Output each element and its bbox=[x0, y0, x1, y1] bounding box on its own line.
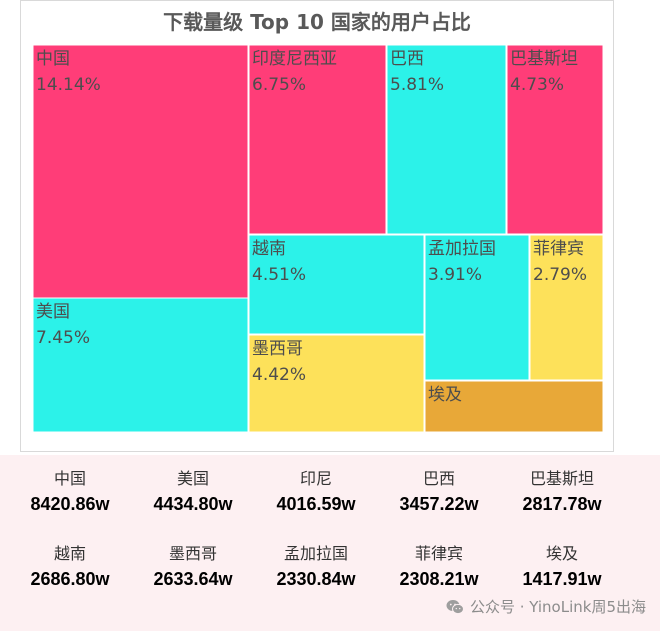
treemap-label: 印度尼西亚 bbox=[252, 49, 337, 69]
treemap-label: 孟加拉国 bbox=[428, 239, 496, 259]
stat-download-value: 8420.86w bbox=[30, 494, 110, 514]
stat-download-value: 2633.64w bbox=[153, 569, 233, 589]
stat-country-name: 越南 bbox=[53, 544, 86, 563]
stat-download-value: 1417.91w bbox=[522, 569, 602, 589]
stat-country-name: 美国 bbox=[176, 469, 209, 488]
treemap-cell: 菲律宾 2.79% bbox=[529, 234, 604, 381]
stat-country-name: 墨西哥 bbox=[168, 544, 217, 563]
treemap-percent-label: 2.79% bbox=[533, 265, 587, 285]
chart-title: 下载量级 Top 10 国家的用户占比 bbox=[163, 10, 471, 34]
stat-country-name: 巴基斯坦 bbox=[529, 469, 594, 488]
stat-item: 巴基斯坦 2817.78w bbox=[502, 467, 622, 517]
stat-country-name: 孟加拉国 bbox=[283, 544, 348, 563]
stat-download-value: 4016.59w bbox=[276, 494, 356, 514]
treemap-cell: 巴西 5.81% bbox=[386, 44, 507, 235]
treemap-cell: 中国 14.14% bbox=[32, 44, 249, 299]
stat-item: 越南 2686.80w bbox=[10, 542, 130, 592]
treemap-chart: 中国 14.14% 美国 7.45% 印度尼西亚 6.75% 巴西 5.81% 巴基斯坦 4.73… bbox=[32, 44, 604, 433]
treemap-cell: 埃及 bbox=[424, 380, 604, 433]
treemap-cell: 印度尼西亚 6.75% bbox=[248, 44, 387, 235]
treemap-rect bbox=[506, 44, 604, 235]
treemap-rect bbox=[248, 334, 425, 433]
stat-item: 巴西 3457.22w bbox=[379, 467, 499, 517]
treemap-label: 菲律宾 bbox=[533, 239, 584, 259]
stat-item: 菲律宾 2308.21w bbox=[379, 542, 499, 592]
stat-country-name: 巴西 bbox=[422, 469, 455, 488]
stat-item: 孟加拉国 2330.84w bbox=[256, 542, 376, 592]
treemap-rect bbox=[32, 44, 249, 299]
treemap-rect bbox=[32, 297, 249, 433]
treemap-rect bbox=[248, 44, 387, 235]
treemap-rect bbox=[386, 44, 507, 235]
treemap-label: 美国 bbox=[36, 302, 70, 322]
treemap-percent-label: 3.91% bbox=[428, 265, 482, 285]
stat-item: 印尼 4016.59w bbox=[256, 467, 376, 517]
treemap-label: 埃及 bbox=[428, 385, 462, 405]
treemap-rect bbox=[424, 380, 604, 433]
treemap-percent-label: 6.75% bbox=[252, 75, 306, 95]
treemap-percent-label: 4.42% bbox=[252, 365, 306, 385]
stat-country-name: 印尼 bbox=[299, 469, 332, 488]
stat-download-value: 2817.78w bbox=[522, 494, 602, 514]
wechat-icon bbox=[446, 599, 464, 614]
treemap-percent-label: 7.45% bbox=[36, 328, 90, 348]
stat-item: 美国 4434.80w bbox=[133, 467, 253, 517]
treemap-cell: 巴基斯坦 4.73% bbox=[506, 44, 604, 235]
treemap-label: 巴西 bbox=[390, 49, 424, 69]
stat-download-value: 2308.21w bbox=[399, 569, 479, 589]
stat-download-value: 4434.80w bbox=[153, 494, 233, 514]
treemap-cell: 美国 7.45% bbox=[32, 297, 249, 433]
stat-download-value: 2686.80w bbox=[30, 569, 110, 589]
treemap-label: 中国 bbox=[36, 49, 70, 69]
stat-country-name: 中国 bbox=[53, 469, 86, 488]
stat-download-value: 2330.84w bbox=[276, 569, 356, 589]
treemap-percent-label: 14.14% bbox=[36, 75, 101, 95]
treemap-percent-label: 4.73% bbox=[510, 75, 564, 95]
treemap-label: 墨西哥 bbox=[252, 339, 303, 359]
treemap-cell: 越南 4.51% bbox=[248, 234, 425, 335]
treemap-label: 巴基斯坦 bbox=[510, 49, 578, 69]
treemap-rect bbox=[248, 234, 425, 335]
stats-panel: 中国 8420.86w 美国 4434.80w 印尼 4016.59w 巴西 3457.22w… bbox=[0, 455, 660, 631]
stat-item: 埃及 1417.91w bbox=[502, 542, 622, 592]
stat-country-name: 埃及 bbox=[545, 544, 578, 563]
treemap-label: 越南 bbox=[252, 239, 286, 259]
treemap-percent-label: 4.51% bbox=[252, 265, 306, 285]
treemap-rect bbox=[529, 234, 604, 381]
stat-country-name: 菲律宾 bbox=[414, 544, 463, 563]
stat-download-value: 3457.22w bbox=[399, 494, 479, 514]
stat-item: 中国 8420.86w bbox=[10, 467, 130, 517]
stat-item: 墨西哥 2633.64w bbox=[133, 542, 253, 592]
treemap-rect bbox=[424, 234, 530, 381]
treemap-cell: 墨西哥 4.42% bbox=[248, 334, 425, 433]
watermark: 公众号 · YinoLink周5出海 bbox=[446, 596, 646, 617]
treemap-percent-label: 5.81% bbox=[390, 75, 444, 95]
treemap-cell: 孟加拉国 3.91% bbox=[424, 234, 530, 381]
watermark-text: 公众号 · YinoLink周5出海 bbox=[469, 598, 646, 616]
